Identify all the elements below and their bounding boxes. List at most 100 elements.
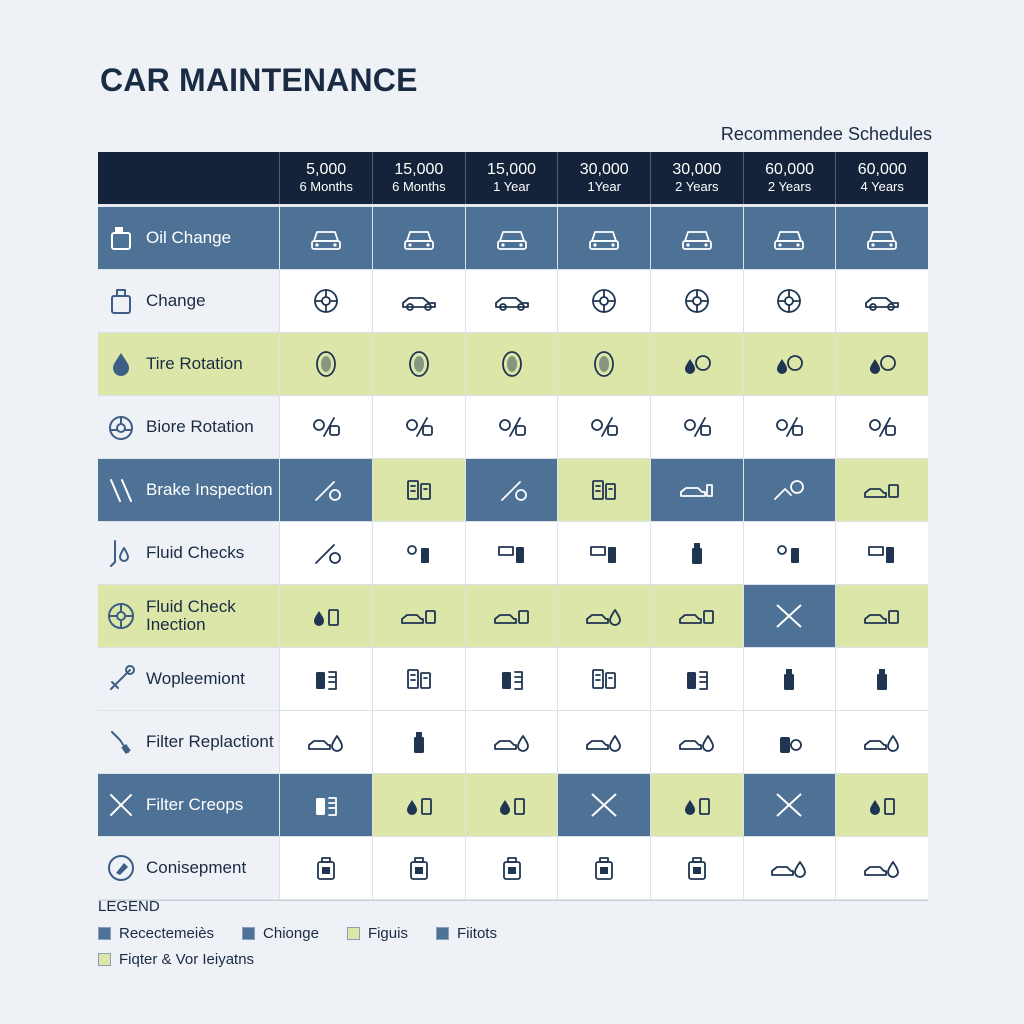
wiper-icon — [110, 665, 135, 690]
car-drop-icon — [586, 609, 622, 626]
wheel-icon — [777, 289, 802, 313]
cross-icon — [776, 604, 803, 628]
interval-miles: 15,000 — [487, 161, 536, 178]
legend-label: Chionge — [263, 924, 319, 942]
page-title: CAR MAINTENANCE — [100, 62, 418, 98]
tools-icon — [110, 479, 132, 502]
service-label: Conisepment — [98, 837, 280, 899]
schedule-cell — [464, 459, 558, 521]
car-side-icon — [865, 297, 900, 311]
service-name: Oil Change — [146, 228, 232, 247]
schedule-cell — [464, 333, 558, 395]
legend-swatch — [435, 926, 449, 940]
legend-row: Recectemeiès Chionge Figuis Fiitots — [98, 922, 598, 944]
service-label: Oil Change — [98, 207, 280, 269]
bottle-gear-icon — [777, 545, 800, 563]
schedule-cell — [649, 270, 743, 332]
table-row: Conisepment — [98, 837, 928, 900]
drop-battery-icon — [499, 798, 525, 815]
canister-icon — [111, 289, 131, 314]
legend-label: Fiitots — [456, 924, 497, 942]
service-name: Fluid Check Inection — [146, 597, 236, 634]
schedule-cell — [649, 522, 743, 584]
schedule-cell — [835, 459, 928, 521]
car-front-icon — [774, 231, 805, 250]
bottle-icon — [877, 669, 888, 690]
interval-miles: 15,000 — [394, 161, 444, 178]
car-drop-icon — [771, 861, 807, 878]
gears-icon — [869, 417, 897, 437]
service-label: Fluid Check Inection — [98, 585, 280, 647]
schedule-cell — [279, 774, 373, 836]
schedule-cell — [372, 396, 465, 458]
car-front-icon — [867, 231, 898, 250]
legend-swatch — [98, 952, 111, 966]
jerrycan-icon — [502, 857, 521, 880]
tire-icon — [316, 351, 337, 377]
drops-icon — [684, 355, 711, 374]
interval-time: 1Year — [587, 179, 621, 194]
legend-item: Recectemeiès — [98, 925, 214, 942]
schedule-cell — [742, 333, 836, 395]
interval-time: 6 Months — [392, 179, 446, 194]
header-row: 5,000 6 Months 15,000 6 Months 15,000 1 … — [98, 152, 928, 207]
schedule-cell — [649, 774, 743, 836]
schedule-cell — [464, 648, 558, 710]
schedule-cell — [372, 333, 465, 395]
schedule-cell — [557, 333, 650, 395]
service-name: Tire Rotation — [146, 354, 243, 373]
legend-item: Chionge — [242, 925, 319, 942]
interval-miles: 60,000 — [857, 161, 907, 178]
drop-battery-icon — [314, 609, 340, 626]
table-row: Change — [98, 270, 928, 333]
schedule-cell — [649, 585, 743, 647]
schedule-cell — [279, 837, 373, 899]
interval-miles: 30,000 — [579, 161, 629, 178]
schedule-cell — [742, 837, 836, 899]
pump-icon — [590, 546, 617, 563]
schedule-cell — [279, 711, 373, 773]
wheel-icon — [684, 289, 709, 313]
schedule-cell — [557, 270, 650, 332]
filter-icon — [686, 671, 708, 690]
car-side-icon — [494, 297, 529, 311]
schedule-cell — [464, 837, 558, 899]
interval-column-header: 15,000 1 Year — [464, 152, 558, 204]
filter-icon — [316, 797, 338, 816]
legend-item: Figuis — [346, 924, 408, 942]
schedule-cell — [372, 585, 465, 647]
maintenance-table: 5,000 6 Months 15,000 6 Months 15,000 1 … — [98, 152, 928, 901]
schedule-cell — [279, 270, 373, 332]
table-row: Filter Creops — [98, 774, 928, 837]
schedule-cell — [279, 207, 373, 269]
drop-battery-icon — [684, 798, 710, 815]
schedule-cell — [557, 711, 650, 773]
schedule-cell — [649, 648, 743, 710]
interval-column-header: 60,000 2 Years — [742, 152, 836, 204]
schedule-cell — [464, 207, 558, 269]
fuse-box-icon — [406, 669, 431, 689]
filter-icon — [316, 671, 338, 690]
schedule-cell — [835, 837, 928, 899]
pump-icon — [497, 546, 524, 563]
table-row: Tire Rotation — [98, 333, 928, 396]
schedule-cell — [464, 585, 558, 647]
wheel-icon — [592, 289, 617, 313]
service-name: Brake Inspection — [146, 480, 273, 499]
car-drop-icon — [586, 735, 622, 752]
legend-label: Figuis — [367, 924, 408, 942]
pump-icon — [868, 546, 895, 563]
schedule-cell — [372, 711, 465, 773]
dipstick-icon — [110, 540, 129, 567]
car-drop-icon — [308, 735, 344, 752]
schedule-cell — [372, 774, 465, 836]
legend: Recectemeiès Chionge Figuis Fiitots Fiqt… — [98, 922, 598, 974]
car-box-icon — [678, 610, 714, 624]
service-name: Fluid Checks — [146, 543, 245, 562]
schedule-cell — [835, 396, 928, 458]
service-label: Change — [98, 270, 280, 332]
service-name: Filter Creops — [146, 795, 244, 814]
service-name: Conisepment — [146, 858, 247, 877]
interval-column-header: 30,000 1Year — [557, 152, 650, 204]
table-row: Brake Inspection — [98, 459, 928, 522]
